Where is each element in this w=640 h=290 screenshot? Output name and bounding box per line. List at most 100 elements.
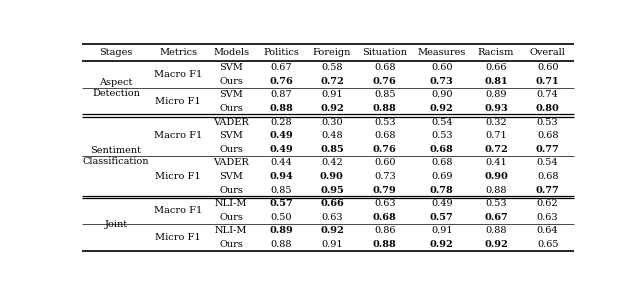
Text: 0.30: 0.30 [321, 117, 342, 126]
Text: 0.76: 0.76 [269, 77, 293, 86]
Text: 0.85: 0.85 [374, 90, 396, 99]
Text: Micro F1: Micro F1 [156, 233, 201, 242]
Text: 0.28: 0.28 [271, 117, 292, 126]
Text: 0.88: 0.88 [271, 240, 292, 249]
Text: NLI-M: NLI-M [215, 226, 247, 235]
Text: Macro F1: Macro F1 [154, 70, 202, 79]
Text: 0.66: 0.66 [485, 63, 507, 72]
Text: 0.72: 0.72 [320, 77, 344, 86]
Text: Ours: Ours [219, 213, 243, 222]
Text: 0.72: 0.72 [484, 145, 508, 154]
Text: 0.92: 0.92 [430, 240, 454, 249]
Text: 0.81: 0.81 [484, 77, 508, 86]
Text: Micro F1: Micro F1 [156, 97, 201, 106]
Text: 0.53: 0.53 [374, 117, 396, 126]
Text: 0.71: 0.71 [536, 77, 559, 86]
Text: 0.60: 0.60 [374, 158, 396, 167]
Text: 0.67: 0.67 [271, 63, 292, 72]
Text: Ours: Ours [219, 240, 243, 249]
Text: 0.94: 0.94 [269, 172, 293, 181]
Text: 0.95: 0.95 [320, 186, 344, 195]
Text: 0.68: 0.68 [537, 172, 559, 181]
Text: 0.77: 0.77 [536, 145, 559, 154]
Text: Metrics: Metrics [159, 48, 197, 57]
Text: 0.71: 0.71 [485, 131, 507, 140]
Text: 0.86: 0.86 [374, 226, 396, 235]
Text: Situation: Situation [362, 48, 407, 57]
Text: 0.92: 0.92 [430, 104, 454, 113]
Text: Overall: Overall [530, 48, 566, 57]
Text: 0.87: 0.87 [271, 90, 292, 99]
Text: 0.73: 0.73 [430, 77, 454, 86]
Text: Macro F1: Macro F1 [154, 131, 202, 140]
Text: Ours: Ours [219, 104, 243, 113]
Text: 0.64: 0.64 [537, 226, 559, 235]
Text: 0.57: 0.57 [269, 199, 293, 208]
Text: Macro F1: Macro F1 [154, 206, 202, 215]
Text: 0.92: 0.92 [320, 226, 344, 235]
Text: 0.91: 0.91 [321, 240, 342, 249]
Text: Stages: Stages [99, 48, 132, 57]
Text: 0.88: 0.88 [485, 226, 507, 235]
Text: 0.57: 0.57 [430, 213, 454, 222]
Text: 0.90: 0.90 [320, 172, 344, 181]
Text: Ours: Ours [219, 145, 243, 154]
Text: 0.79: 0.79 [373, 186, 397, 195]
Text: 0.74: 0.74 [537, 90, 559, 99]
Text: 0.54: 0.54 [537, 158, 559, 167]
Text: Ours: Ours [219, 77, 243, 86]
Text: 0.41: 0.41 [485, 158, 507, 167]
Text: NLI-M: NLI-M [215, 199, 247, 208]
Text: 0.85: 0.85 [271, 186, 292, 195]
Text: VADER: VADER [213, 158, 249, 167]
Text: 0.53: 0.53 [537, 117, 559, 126]
Text: Micro F1: Micro F1 [156, 172, 201, 181]
Text: 0.49: 0.49 [269, 131, 293, 140]
Text: SVM: SVM [219, 63, 243, 72]
Text: 0.88: 0.88 [269, 104, 293, 113]
Text: 0.44: 0.44 [271, 158, 292, 167]
Text: 0.92: 0.92 [484, 240, 508, 249]
Text: 0.68: 0.68 [431, 158, 452, 167]
Text: Sentiment
Classification: Sentiment Classification [83, 146, 149, 166]
Text: 0.90: 0.90 [484, 172, 508, 181]
Text: 0.80: 0.80 [536, 104, 559, 113]
Text: 0.91: 0.91 [321, 90, 342, 99]
Text: 0.53: 0.53 [431, 131, 452, 140]
Text: 0.78: 0.78 [430, 186, 454, 195]
Text: 0.92: 0.92 [320, 104, 344, 113]
Text: 0.93: 0.93 [484, 104, 508, 113]
Text: 0.63: 0.63 [537, 213, 559, 222]
Text: SVM: SVM [219, 172, 243, 181]
Text: 0.88: 0.88 [485, 186, 507, 195]
Text: 0.89: 0.89 [485, 90, 507, 99]
Text: 0.58: 0.58 [321, 63, 342, 72]
Text: 0.85: 0.85 [320, 145, 344, 154]
Text: 0.49: 0.49 [269, 145, 293, 154]
Text: SVM: SVM [219, 131, 243, 140]
Text: 0.68: 0.68 [373, 213, 397, 222]
Text: Ours: Ours [219, 186, 243, 195]
Text: Foreign: Foreign [313, 48, 351, 57]
Text: 0.63: 0.63 [321, 213, 342, 222]
Text: 0.62: 0.62 [537, 199, 559, 208]
Text: 0.89: 0.89 [269, 226, 293, 235]
Text: 0.68: 0.68 [374, 131, 396, 140]
Text: 0.88: 0.88 [373, 104, 397, 113]
Text: 0.54: 0.54 [431, 117, 452, 126]
Text: 0.73: 0.73 [374, 172, 396, 181]
Text: 0.42: 0.42 [321, 158, 343, 167]
Text: 0.32: 0.32 [485, 117, 507, 126]
Text: 0.60: 0.60 [431, 63, 452, 72]
Text: VADER: VADER [213, 117, 249, 126]
Text: 0.63: 0.63 [374, 199, 396, 208]
Text: 0.65: 0.65 [537, 240, 559, 249]
Text: Aspect
Detection: Aspect Detection [92, 78, 140, 98]
Text: Politics: Politics [264, 48, 300, 57]
Text: 0.90: 0.90 [431, 90, 452, 99]
Text: 0.60: 0.60 [537, 63, 559, 72]
Text: Measures: Measures [417, 48, 466, 57]
Text: 0.66: 0.66 [320, 199, 344, 208]
Text: 0.49: 0.49 [431, 199, 452, 208]
Text: Joint: Joint [104, 220, 127, 229]
